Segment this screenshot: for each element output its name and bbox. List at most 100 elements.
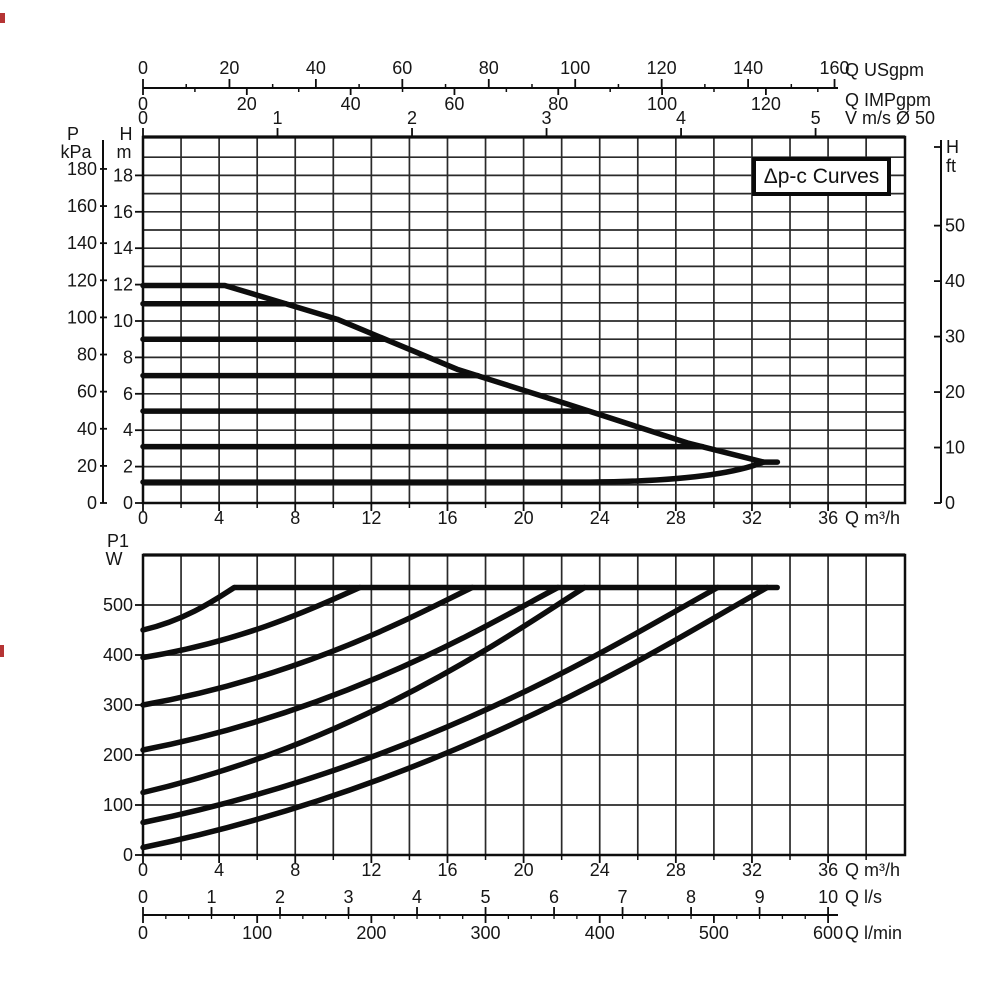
velocity-axis-unit: V m/s Ø 50: [845, 108, 935, 128]
power-q-tick-label: 20: [514, 860, 534, 880]
liters-per-minute-tick-label: 100: [242, 923, 272, 943]
scan-artifact: [0, 645, 4, 657]
head-m-tick-label: 8: [123, 347, 133, 367]
head-curve-min: [140, 459, 767, 485]
liters-per-minute-axis-unit: Q l/min: [845, 923, 902, 943]
liters-per-second-tick-label: 10: [818, 887, 838, 907]
usgpm-tick-label: 120: [647, 58, 677, 78]
head-curve-max: [140, 282, 767, 465]
kpa-tick-label: 140: [67, 233, 97, 253]
head-m-tick-label: 0: [123, 493, 133, 513]
impgpm-tick-label: 0: [138, 94, 148, 114]
liters-per-second-tick-label: 0: [138, 887, 148, 907]
liters-per-second-tick-label: 7: [618, 887, 628, 907]
kpa-tick-label: 40: [77, 419, 97, 439]
power-curve-1: [140, 584, 238, 633]
head-q-axis-unit: Q m³/h: [845, 508, 900, 528]
power-tick-label: 200: [103, 745, 133, 765]
liters-per-second-tick-label: 1: [207, 887, 217, 907]
power-curve-3: [140, 584, 475, 708]
head-m-tick-label: 10: [113, 311, 133, 331]
dpc-curves-legend-label: Δp-c Curves: [763, 164, 880, 188]
usgpm-axis-unit: Q USgpm: [845, 60, 924, 80]
power-curve-5: [140, 584, 588, 796]
impgpm-tick-label: 40: [341, 94, 361, 114]
head-q-tick-label: 12: [361, 508, 381, 528]
power-curve-7: [140, 584, 770, 851]
head-m-axis-unit: m: [117, 142, 132, 162]
kpa-tick-label: 80: [77, 345, 97, 365]
kpa-tick-label: 100: [67, 307, 97, 327]
feet-axis-symbol: H: [946, 137, 959, 157]
liters-per-minute-tick-label: 500: [699, 923, 729, 943]
liters-per-second-axis-unit: Q l/s: [845, 887, 882, 907]
usgpm-tick-label: 80: [479, 58, 499, 78]
velocity-tick-label: 2: [407, 108, 417, 128]
velocity-tick-label: 5: [811, 108, 821, 128]
head-q-tick-label: 36: [818, 508, 838, 528]
liters-per-minute-tick-label: 0: [138, 923, 148, 943]
kpa-axis-unit: kPa: [60, 142, 92, 162]
liters-per-second-tick-label: 3: [344, 887, 354, 907]
power-q-tick-label: 0: [138, 860, 148, 880]
impgpm-tick-label: 80: [548, 94, 568, 114]
impgpm-axis-unit: Q IMPgpm: [845, 90, 931, 110]
head-m-tick-label: 4: [123, 420, 133, 440]
usgpm-tick-label: 0: [138, 58, 148, 78]
kpa-tick-label: 120: [67, 270, 97, 290]
power-axis-symbol: P1: [107, 531, 129, 551]
power-q-tick-label: 12: [361, 860, 381, 880]
power-curve-4: [140, 584, 561, 753]
head-m-tick-label: 12: [113, 275, 133, 295]
kpa-axis-symbol: P: [67, 124, 79, 144]
head-q-tick-label: 24: [590, 508, 610, 528]
head-q-tick-label: 28: [666, 508, 686, 528]
velocity-tick-label: 4: [676, 108, 686, 128]
head-q-tick-label: 32: [742, 508, 762, 528]
power-tick-label: 500: [103, 595, 133, 615]
power-axis-unit: W: [106, 549, 123, 569]
kpa-tick-label: 60: [77, 382, 97, 402]
liters-per-second-tick-label: 2: [275, 887, 285, 907]
power-tick-label: 400: [103, 645, 133, 665]
kpa-tick-label: 160: [67, 196, 97, 216]
power-curve-6: [140, 584, 721, 826]
scan-artifact: [0, 13, 5, 23]
liters-per-minute-tick-label: 200: [356, 923, 386, 943]
power-tick-label: 300: [103, 695, 133, 715]
impgpm-tick-label: 20: [237, 94, 257, 114]
feet-tick-label: 50: [945, 216, 965, 236]
head-q-tick-label: 16: [437, 508, 457, 528]
usgpm-tick-label: 20: [219, 58, 239, 78]
power-curve-2: [140, 584, 363, 661]
power-q-tick-label: 8: [290, 860, 300, 880]
head-m-tick-label: 6: [123, 384, 133, 404]
impgpm-tick-label: 60: [444, 94, 464, 114]
head-m-tick-label: 14: [113, 238, 133, 258]
liters-per-second-tick-label: 4: [412, 887, 422, 907]
velocity-tick-label: 0: [138, 108, 148, 128]
power-tick-label: 0: [123, 845, 133, 865]
impgpm-tick-label: 120: [751, 94, 781, 114]
liters-per-minute-tick-label: 400: [585, 923, 615, 943]
power-tick-label: 100: [103, 795, 133, 815]
kpa-tick-label: 20: [77, 456, 97, 476]
feet-tick-label: 40: [945, 271, 965, 291]
head-q-tick-label: 4: [214, 508, 224, 528]
usgpm-tick-label: 160: [820, 58, 850, 78]
liters-per-minute-tick-label: 600: [813, 923, 843, 943]
velocity-tick-label: 3: [542, 108, 552, 128]
head-q-tick-label: 0: [138, 508, 148, 528]
head-m-axis-symbol: H: [120, 124, 133, 144]
power-q-tick-label: 28: [666, 860, 686, 880]
head-q-tick-label: 8: [290, 508, 300, 528]
feet-axis-unit: ft: [946, 156, 956, 176]
liters-per-minute-tick-label: 300: [471, 923, 501, 943]
velocity-tick-label: 1: [273, 108, 283, 128]
power-q-tick-label: 16: [437, 860, 457, 880]
power-q-axis-unit: Q m³/h: [845, 860, 900, 880]
power-q-tick-label: 4: [214, 860, 224, 880]
